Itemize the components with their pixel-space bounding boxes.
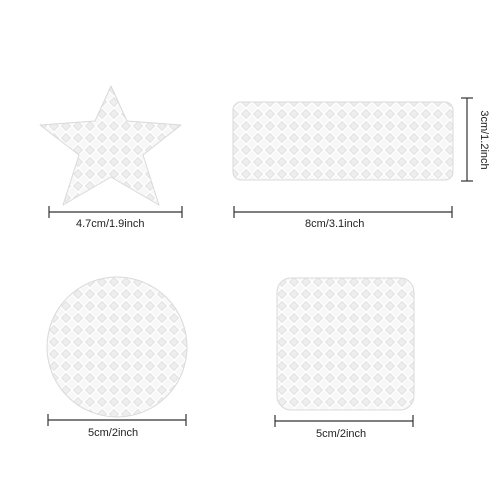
circle-patch	[46, 276, 188, 418]
circle-width-dimension	[47, 414, 187, 426]
star-width-dimension	[48, 206, 183, 218]
rectangle-height-dimension	[461, 97, 473, 182]
star-patch	[39, 85, 182, 206]
rectangle-width-label: 8cm/3.1inch	[305, 218, 365, 230]
rectangle-height-label: 3cm/1.2inch	[478, 110, 490, 170]
circle-width-label: 5cm/2inch	[88, 427, 139, 439]
rectangle-width-dimension	[233, 206, 453, 218]
rectangle-patch	[232, 101, 454, 181]
square-patch	[276, 277, 415, 411]
star-width-label: 4.7cm/1.9inch	[76, 218, 145, 230]
square-width-label: 5cm/2inch	[316, 428, 367, 440]
square-width-dimension	[274, 415, 414, 427]
